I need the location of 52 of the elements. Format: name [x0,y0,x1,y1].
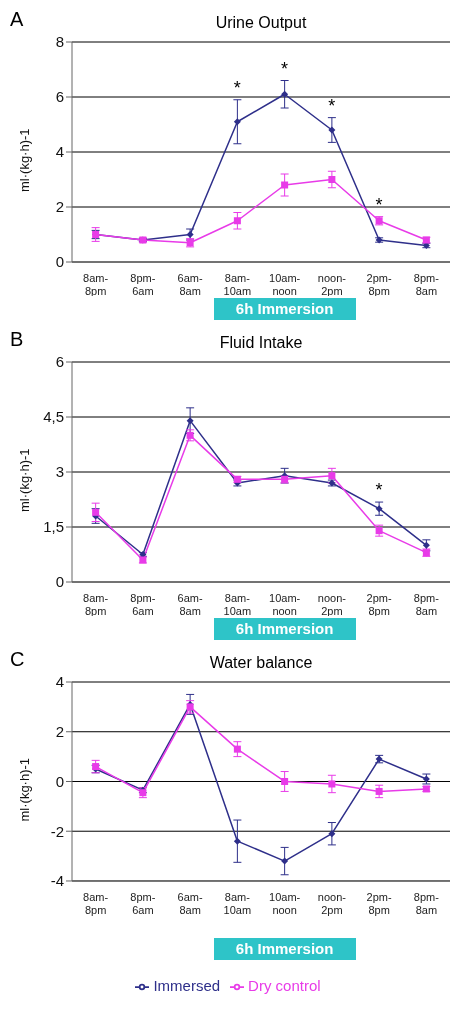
x-tick-label: 8am- 8pm [83,890,109,916]
annotation: * [375,480,383,501]
text: 6h Immersion [213,618,356,640]
y-tick-label: -4 [50,872,64,890]
x-tick-label: 8pm- 6am [130,592,156,617]
y-tick-label: 4 [55,143,64,161]
y-axis-title: ml·(kg·h)-1 [16,448,32,512]
y-tick-label: 0 [55,253,64,271]
x-tick-label: 6am- 8am [177,272,203,297]
x-tick-label: 8pm- 8am [413,592,440,617]
text: 6h Immersion [213,298,356,320]
x-tick-label: 10am- noon [269,272,301,297]
annotation: * [328,96,336,117]
y-axis-title: ml·(kg·h)-1 [16,128,32,192]
x-tick-label: 10am- noon [269,592,301,617]
annotation: * [375,195,383,216]
y-tick-label: 4 [55,673,64,691]
chart-title: Water balance [208,654,314,672]
x-tick-label: 6am- 8am [177,592,203,617]
text: C [10,648,25,671]
text: B [10,328,24,351]
y-tick-label: 6 [55,88,64,106]
x-tick-label: 8am- 10am [223,592,252,617]
text: A [10,8,24,31]
x-tick-label: 10am- noon [269,890,301,916]
text: 6h Immersion [213,938,356,960]
y-tick-label: 0 [55,573,64,591]
y-tick-label: 1,5 [43,518,64,536]
annotation: * [233,78,241,99]
x-tick-label: 6am- 8am [177,890,203,916]
y-tick-label: 4,5 [43,408,64,426]
chart-title: Urine Output [214,14,308,32]
x-tick-label: 8am- 10am [223,890,252,916]
x-tick-label: 8am- 10am [223,272,252,297]
y-tick-label: 8 [55,33,64,51]
y-tick-label: 6 [55,353,64,371]
y-tick-label: 0 [55,772,64,790]
legend-label: Immersed [153,976,221,994]
y-tick-label: 3 [55,463,64,481]
y-tick-label: -2 [50,822,64,840]
chart-title: Fluid Intake [218,334,304,352]
annotation: * [281,58,289,79]
y-axis-title: ml·(kg·h)-1 [16,757,32,822]
x-tick-label: 8pm- 6am [130,272,156,297]
x-tick-label: noon- 2pm [317,890,347,916]
x-tick-label: 8pm- 6am [130,890,156,916]
x-tick-label: 8pm- 8am [413,272,440,297]
x-tick-label: 8pm- 8am [413,890,440,916]
y-tick-label: 2 [55,198,64,216]
y-tick-label: 2 [55,723,64,741]
legend-label: Dry control [248,976,321,994]
x-tick-label: 2pm- 8pm [366,890,392,916]
